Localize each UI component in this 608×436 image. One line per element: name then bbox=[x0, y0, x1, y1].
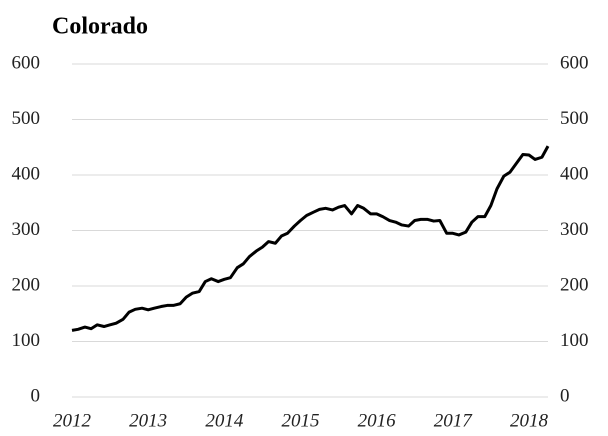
y-tick-label: 100 bbox=[12, 330, 41, 351]
x-tick-label: 2013 bbox=[129, 410, 167, 431]
x-tick-label: 2014 bbox=[205, 410, 244, 431]
y-tick-label: 200 bbox=[12, 274, 41, 295]
y-tick-label: 300 bbox=[12, 219, 41, 240]
y-tick-label: 400 bbox=[12, 163, 41, 184]
y-tick-label: 500 bbox=[12, 108, 41, 129]
y2-tick-label: 500 bbox=[560, 108, 589, 129]
x-tick-label: 2016 bbox=[358, 410, 397, 431]
y2-tick-label: 0 bbox=[560, 385, 570, 406]
y2-tick-label: 300 bbox=[560, 219, 589, 240]
data-line bbox=[71, 145, 550, 332]
y2-tick-label: 200 bbox=[560, 274, 589, 295]
x-tick-label: 2012 bbox=[53, 410, 92, 431]
y-tick-label: 600 bbox=[12, 52, 41, 73]
chart-title: Colorado bbox=[52, 14, 148, 40]
x-tick-label: 2017 bbox=[434, 410, 474, 431]
y2-tick-label: 600 bbox=[560, 52, 589, 73]
y2-tick-label: 100 bbox=[560, 330, 589, 351]
y-tick-label: 0 bbox=[31, 385, 41, 406]
x-tick-label: 2018 bbox=[510, 410, 549, 431]
y2-tick-label: 400 bbox=[560, 163, 589, 184]
x-tick-label: 2015 bbox=[281, 410, 319, 431]
